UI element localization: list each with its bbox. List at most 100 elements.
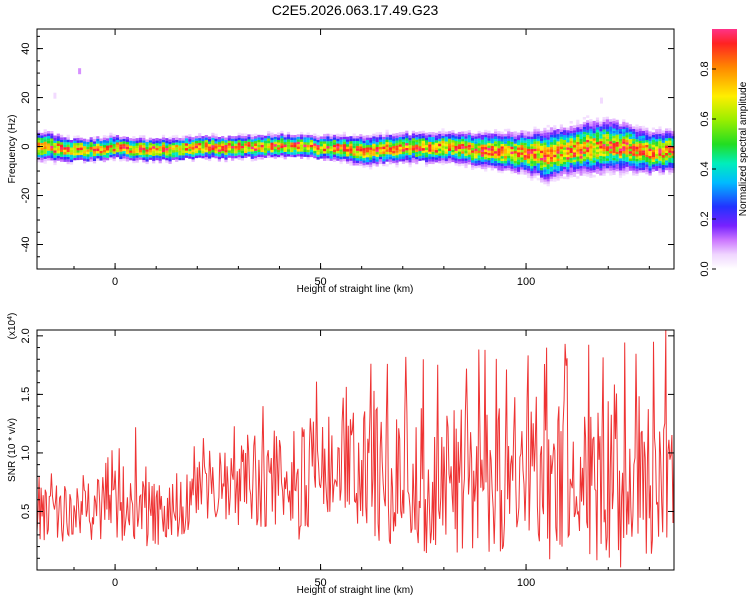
spectrogram-cell — [306, 139, 310, 143]
spectrogram-cell — [448, 150, 452, 154]
spectrogram-cell — [451, 157, 455, 160]
spectrogram-cell — [582, 139, 586, 142]
spectrogram-cell — [231, 138, 235, 142]
spectrogram-cell — [513, 150, 517, 154]
spectrogram-cell — [415, 151, 419, 155]
spectrogram-cell — [517, 149, 521, 153]
spectrogram-cell — [306, 142, 310, 145]
spectrogram-cell — [198, 152, 202, 156]
spectrogram-cell — [438, 158, 442, 161]
spectrogram-cell — [589, 163, 593, 166]
spectrogram-cell — [401, 149, 406, 152]
spectrogram-cell — [401, 151, 406, 155]
spectrogram-cell — [618, 145, 623, 149]
spectrogram-cell — [415, 159, 419, 162]
spectrogram-cell — [507, 128, 511, 132]
spectrogram-cell — [231, 136, 235, 139]
spectrogram-cell — [43, 148, 47, 152]
spectrogram-cell — [109, 140, 113, 143]
spectrogram-cell — [635, 153, 639, 157]
spectrogram-cell — [92, 160, 97, 164]
spectrogram-cell — [152, 151, 156, 154]
spectrogram-cell — [457, 156, 461, 159]
spectrogram-cell — [549, 127, 554, 130]
spectrogram-cell — [563, 142, 567, 145]
spectrogram-cell — [168, 158, 172, 162]
spectrogram-cell — [89, 137, 93, 140]
spectrogram-cell — [665, 140, 669, 144]
spectrogram-cell — [326, 158, 330, 161]
spectrogram-cell — [500, 170, 504, 174]
spectrogram-cell — [467, 152, 471, 155]
spectrogram-cell — [392, 155, 396, 159]
spectrogram-cell — [355, 158, 360, 161]
spectrogram-cell — [352, 153, 356, 156]
spectrogram-cell — [408, 162, 412, 165]
spectrogram-cell — [595, 124, 600, 128]
spectrogram-cell — [566, 139, 570, 143]
spectrogram-cell — [500, 136, 504, 140]
spectrogram-cell — [503, 158, 508, 161]
spectrogram-cell — [362, 162, 366, 166]
spectrogram-cell — [625, 125, 629, 128]
spectrogram-cell — [425, 142, 429, 146]
spectrogram-cell — [438, 146, 442, 149]
spectrogram-cell — [658, 131, 662, 134]
spectrogram-cell — [582, 117, 586, 120]
spectrogram-cell — [625, 137, 629, 140]
spectrogram-cell — [300, 149, 304, 152]
spectrogram-cell — [277, 147, 281, 150]
spectrogram-cell — [503, 160, 508, 164]
spectrogram-cell — [63, 154, 67, 157]
spectrogram-cell — [194, 135, 198, 139]
spectrogram-cell — [671, 140, 675, 144]
spectrogram-cell — [211, 137, 215, 141]
spectrogram-cell — [309, 137, 314, 140]
spectrogram-cell — [214, 136, 218, 139]
spectrogram-cell — [474, 163, 478, 166]
spectrogram-cell — [605, 136, 609, 139]
snr-series-line — [36, 329, 675, 568]
spectrogram-cell — [602, 139, 606, 142]
spectrogram-cell — [480, 164, 484, 167]
spectrogram-cell — [599, 128, 603, 132]
spectrogram-cell — [336, 158, 340, 161]
spectrogram-cell — [638, 165, 642, 168]
spectrogram-cell — [257, 142, 261, 145]
spectrogram-cell — [290, 139, 294, 143]
spectrogram-cell — [576, 158, 580, 162]
spectrogram-cell — [556, 146, 560, 149]
spectrogram-cell — [507, 162, 511, 166]
spectrogram-cell — [615, 168, 619, 172]
spectrogram-cell — [553, 132, 557, 136]
spectrogram-cell — [201, 136, 205, 139]
spectrogram-cell — [582, 158, 586, 162]
spectrogram-cell — [655, 153, 659, 157]
spectrogram-cell — [503, 155, 508, 159]
spectrogram-cell — [178, 150, 182, 153]
spectrogram-cell — [362, 135, 366, 139]
spectrogram-cell — [181, 155, 185, 158]
spectrogram-cell — [224, 144, 228, 148]
spectrogram-cell — [46, 153, 51, 156]
spectrogram-cell — [375, 134, 379, 138]
spectrogram-cell — [415, 144, 419, 148]
spectrogram-cell — [648, 153, 652, 156]
spectrogram-cell — [520, 137, 524, 141]
spectrogram-cell — [605, 138, 609, 142]
spectrogram-cell — [267, 135, 271, 139]
spectrogram-cell — [494, 153, 498, 157]
spectrogram-cell — [60, 134, 64, 138]
spectrogram-cell — [211, 147, 215, 151]
spectrogram-cell — [37, 147, 41, 150]
spectrogram-cell — [668, 140, 672, 143]
spectrogram-cell — [510, 171, 514, 174]
spectrogram-cell — [398, 132, 402, 135]
spectrogram-cell — [283, 146, 287, 150]
spectrogram-cell — [586, 149, 590, 153]
spectrogram-cell — [217, 156, 221, 160]
spectrogram-cell — [533, 153, 537, 157]
spectrogram-cell — [497, 138, 501, 141]
spectrogram-cell — [589, 175, 593, 178]
spectrogram-cell — [549, 166, 554, 170]
